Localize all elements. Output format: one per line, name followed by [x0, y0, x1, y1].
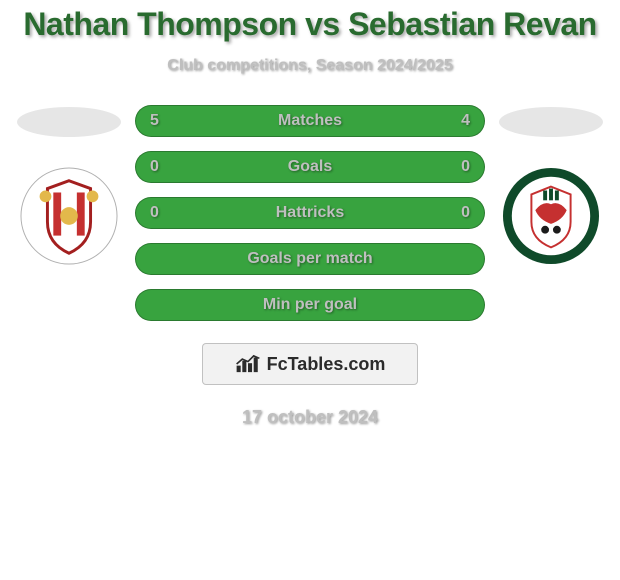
stat-bars: 5 Matches 4 0 Goals 0 0 Hattricks 0 Goals per mat…	[135, 105, 485, 321]
stat-value-right: 0	[461, 158, 470, 176]
left-player-photo-oval	[17, 107, 121, 137]
wrexham-crest	[502, 167, 600, 265]
wrexham-crest-icon	[502, 167, 600, 265]
comparison-card: Nathan Thompson vs Sebastian Revan Club …	[0, 0, 620, 580]
stat-label: Min per goal	[263, 296, 357, 314]
right-player-column	[491, 105, 611, 265]
stat-bar: 0 Goals 0	[135, 151, 485, 183]
stat-bar: 0 Hattricks 0	[135, 197, 485, 229]
date-text: 17 october 2024	[0, 407, 620, 428]
stat-label: Matches	[278, 112, 342, 130]
left-player-column	[9, 105, 129, 265]
stat-value-left: 5	[150, 112, 159, 130]
brand-badge[interactable]: FcTables.com	[202, 343, 418, 385]
stat-value-left: 0	[150, 158, 159, 176]
stat-label: Goals per match	[247, 250, 372, 268]
stat-value-left: 0	[150, 204, 159, 222]
stevenage-crest	[20, 167, 118, 265]
stat-value-right: 0	[461, 204, 470, 222]
stat-bar: 5 Matches 4	[135, 105, 485, 137]
page-subtitle: Club competitions, Season 2024/2025	[0, 57, 620, 75]
right-player-photo-oval	[499, 107, 603, 137]
content-row: 5 Matches 4 0 Goals 0 0 Hattricks 0 Goals per mat…	[0, 105, 620, 321]
page-title: Nathan Thompson vs Sebastian Revan	[0, 0, 620, 43]
stat-value-right: 4	[461, 112, 470, 130]
stevenage-crest-icon	[20, 167, 118, 265]
stat-bar: Goals per match	[135, 243, 485, 275]
stat-label: Goals	[288, 158, 332, 176]
stat-label: Hattricks	[276, 204, 344, 222]
bar-chart-icon	[235, 353, 261, 375]
stat-bar: Min per goal	[135, 289, 485, 321]
brand-text: FcTables.com	[267, 354, 386, 375]
